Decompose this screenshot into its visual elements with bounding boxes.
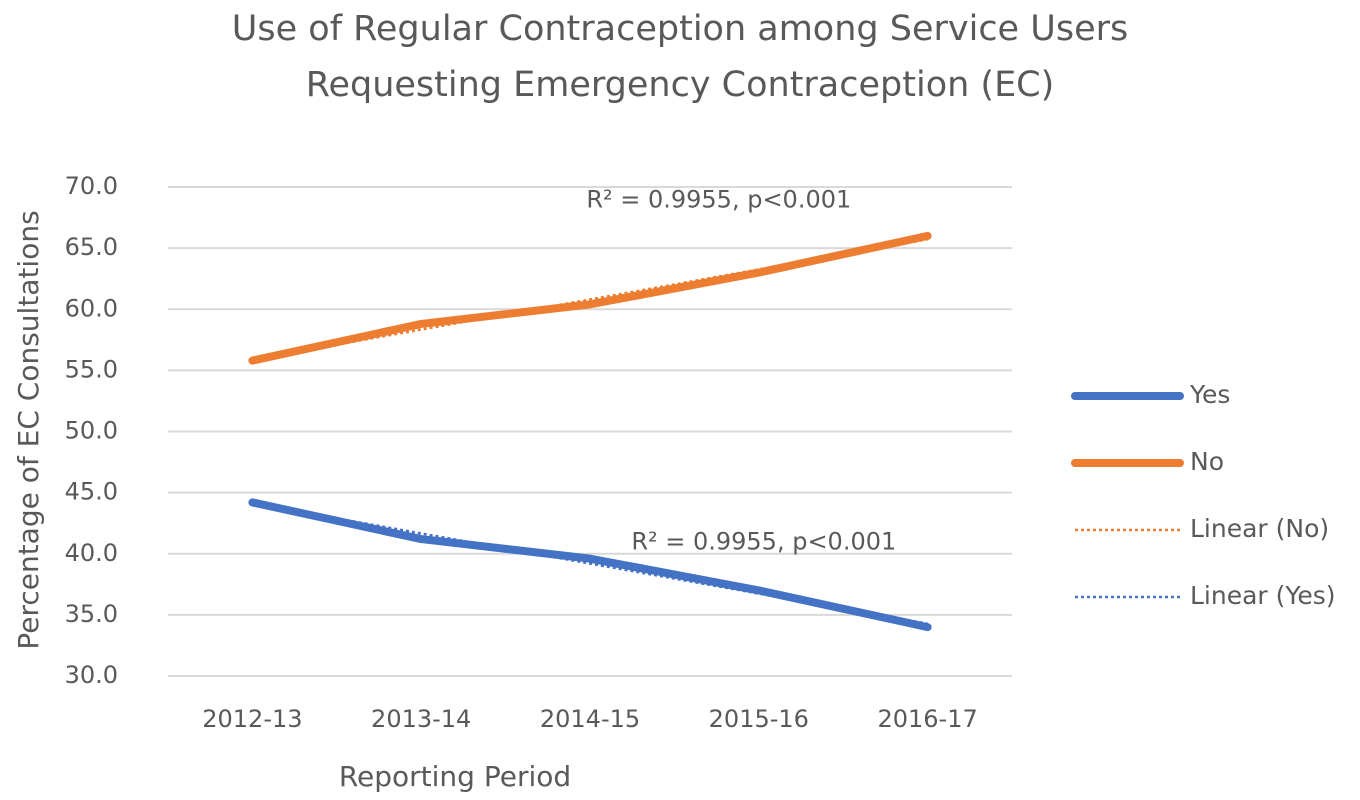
legend-label: Linear (No)	[1190, 514, 1329, 543]
chart-title: Requesting Emergency Contraception (EC)	[306, 65, 1055, 105]
trendline	[252, 502, 928, 625]
annotation: R² = 0.9955, p<0.001	[586, 185, 851, 213]
y-axis-title: Percentage of EC Consultations	[12, 210, 45, 649]
x-tick-label: 2012-13	[202, 705, 302, 733]
y-tick-label: 60.0	[65, 294, 118, 322]
trendline	[252, 238, 928, 361]
y-tick-label: 50.0	[65, 417, 118, 445]
legend-label: Yes	[1189, 380, 1230, 409]
y-tick-label: 70.0	[65, 172, 118, 200]
x-tick-label: 2015-16	[709, 705, 809, 733]
legend-label: No	[1190, 447, 1224, 476]
y-tick-label: 30.0	[65, 661, 118, 689]
y-tick-label: 65.0	[65, 233, 118, 261]
legend-label: Linear (Yes)	[1190, 581, 1336, 610]
x-tick-label: 2013-14	[371, 705, 471, 733]
chart-title: Use of Regular Contraception among Servi…	[232, 9, 1128, 49]
y-tick-label: 35.0	[65, 600, 118, 628]
y-tick-label: 40.0	[65, 539, 118, 567]
y-tick-label: 45.0	[65, 478, 118, 506]
x-axis-title: Reporting Period	[339, 760, 571, 793]
y-tick-label: 55.0	[65, 355, 118, 383]
annotation: R² = 0.9955, p<0.001	[631, 528, 896, 556]
x-tick-label: 2016-17	[877, 705, 977, 733]
x-tick-label: 2014-15	[540, 705, 640, 733]
